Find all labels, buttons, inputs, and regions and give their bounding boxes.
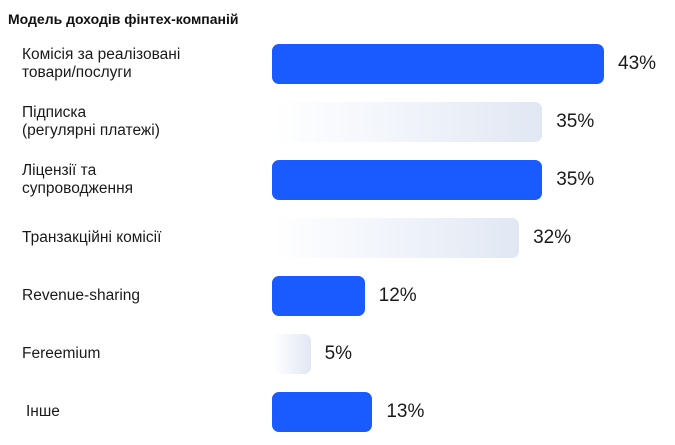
category-label: Інше <box>26 403 60 420</box>
category-label: Підписка (регулярні платежі) <box>22 104 160 139</box>
category-label: Ліцензії та супроводження <box>22 162 134 197</box>
bar <box>272 218 520 258</box>
bar-row: Ліцензії та супроводження 35% <box>0 158 675 202</box>
bar <box>272 160 543 200</box>
value-label: 5% <box>324 343 353 364</box>
bar <box>272 102 543 142</box>
chart-title: Модель доходів фінтех-компаній <box>8 11 239 27</box>
bar <box>272 44 604 84</box>
bar-row: Інше 13% <box>0 390 675 434</box>
category-label: Транзакційні комісії <box>22 229 162 246</box>
value-label: 32% <box>533 227 572 248</box>
bar-row: Revenue-sharing 12% <box>0 274 675 318</box>
value-label: 12% <box>378 285 417 306</box>
category-label: Fereemium <box>22 345 101 362</box>
value-label: 13% <box>386 401 425 422</box>
category-label: Revenue-sharing <box>22 287 141 304</box>
bar <box>272 276 365 316</box>
bar <box>272 392 373 432</box>
value-label: 35% <box>556 169 595 190</box>
bar-row: Fereemium 5% <box>0 332 675 376</box>
bar-row: Транзакційні комісії 32% <box>0 216 675 260</box>
value-label: 43% <box>618 53 657 74</box>
bar <box>272 334 311 374</box>
bar-row: Комісія за реалізовані товари/послуги 43% <box>0 42 675 86</box>
category-label: Комісія за реалізовані товари/послуги <box>22 46 181 81</box>
value-label: 35% <box>556 111 595 132</box>
bar-row: Підписка (регулярні платежі) 35% <box>0 100 675 144</box>
